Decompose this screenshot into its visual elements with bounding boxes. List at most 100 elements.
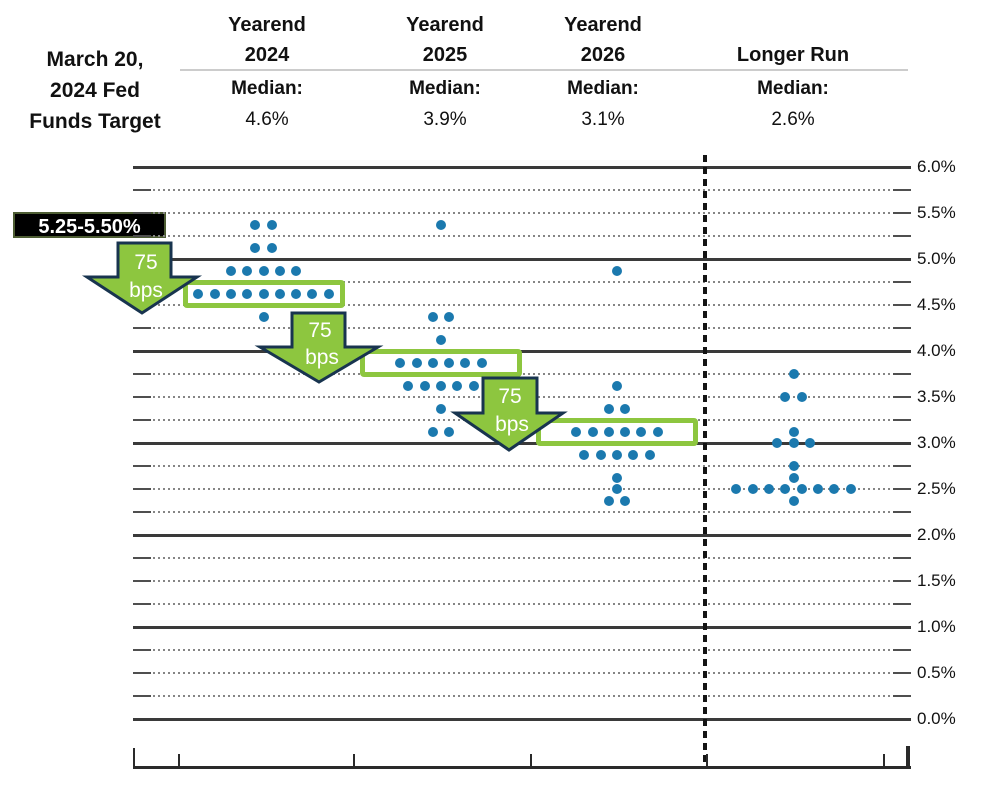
gridline-2.25	[133, 511, 911, 513]
column-header-line: Yearend	[228, 14, 306, 36]
projection-dot	[266, 242, 277, 253]
projection-dot	[258, 311, 269, 322]
y-axis-label: 5.0%	[917, 249, 956, 268]
projection-dot	[603, 403, 614, 414]
y-axis-label: 4.0%	[917, 341, 956, 360]
projection-dot	[612, 472, 622, 483]
y-axis-label: 3.5%	[917, 387, 956, 406]
projection-dot	[436, 403, 446, 414]
y-axis-label: 4.5%	[917, 295, 956, 314]
projection-dot	[788, 495, 799, 506]
projection-dot	[291, 288, 302, 299]
projection-dot	[620, 403, 631, 414]
projection-dot	[444, 311, 455, 322]
x-axis-left-corner	[133, 748, 135, 766]
y-axis-label: 2.0%	[917, 525, 956, 544]
projection-dot	[250, 242, 261, 253]
projection-dot	[579, 449, 590, 460]
column-header-line: Longer Run	[736, 44, 850, 66]
column-header-line: Yearend	[564, 14, 642, 36]
gridline-3.50	[133, 396, 911, 398]
projection-dot	[812, 484, 823, 494]
longer-run-dashed-divider	[703, 155, 707, 768]
chart-title-line2: 2024 Fed	[50, 79, 140, 102]
projection-dot	[636, 426, 647, 437]
x-axis-tick	[706, 754, 708, 766]
projection-dot	[452, 380, 463, 391]
gridline-6.00	[133, 166, 911, 169]
gridline-3.25	[133, 419, 911, 421]
gridline-4.00	[133, 350, 911, 353]
projection-dot	[274, 288, 285, 299]
y-axis-label: 5.5%	[917, 203, 956, 222]
projection-dot	[829, 484, 840, 494]
projection-dot	[427, 426, 438, 437]
projection-dot	[652, 426, 663, 437]
gridline-2.50	[133, 488, 911, 490]
chart-title-line1: March 20,	[46, 48, 144, 71]
column-header-line: Yearend	[406, 14, 484, 36]
column-header-yearend-2024: Yearend 2024	[172, 10, 362, 70]
y-axis-label: 6.0%	[917, 157, 956, 176]
x-axis-right-corner	[906, 746, 910, 766]
projection-dot	[804, 438, 815, 448]
projection-dot	[731, 484, 742, 494]
projection-dot	[242, 265, 253, 276]
gridline-5.25	[133, 235, 911, 237]
projection-dot	[612, 265, 622, 276]
projection-dot	[395, 357, 406, 368]
column-header-yearend-2025: Yearend 2025	[350, 10, 540, 70]
projection-dot	[468, 380, 479, 391]
projection-dot	[291, 265, 302, 276]
column-header-line: 2026	[580, 44, 626, 66]
projection-dot	[780, 392, 791, 402]
gridline-1.75	[133, 557, 911, 559]
projection-dot	[788, 426, 799, 437]
projection-dot	[411, 357, 422, 368]
projection-dot	[266, 219, 277, 230]
projection-dot	[427, 311, 438, 322]
median-label-2026: Median:	[567, 78, 639, 99]
gridline-5.50	[133, 212, 911, 214]
projection-dot	[788, 472, 799, 483]
median-highlight-box	[360, 348, 522, 377]
projection-dot	[788, 438, 799, 448]
projection-dot	[845, 484, 856, 494]
projection-dot	[780, 484, 791, 494]
column-header-longer-run: Longer Run	[698, 40, 888, 70]
gridline-0.75	[133, 649, 911, 651]
gridline-2.00	[133, 534, 911, 537]
projection-dot	[258, 288, 269, 299]
projection-dot	[436, 334, 446, 345]
projection-dot	[242, 288, 253, 299]
projection-dot	[444, 426, 455, 437]
projection-dot	[307, 288, 318, 299]
projection-dot	[571, 426, 582, 437]
projection-dot	[444, 357, 455, 368]
arrow-label: 75	[134, 251, 157, 274]
projection-dot	[427, 357, 438, 368]
median-label-2025: Median:	[409, 78, 481, 99]
projection-dot	[620, 426, 631, 437]
projection-dot	[620, 495, 631, 506]
projection-dot	[274, 265, 285, 276]
gridline-0.50	[133, 672, 911, 674]
arrow-label: 75	[308, 319, 331, 342]
median-value-longer-run: 2.6%	[771, 109, 815, 130]
projection-dot	[628, 449, 639, 460]
projection-dot	[193, 288, 204, 299]
y-axis-label: 0.5%	[917, 663, 956, 682]
gridline-1.25	[133, 603, 911, 605]
projection-dot	[612, 449, 622, 460]
y-axis-label: 0.0%	[917, 709, 956, 728]
projection-dot	[436, 219, 446, 230]
gridline-1.50	[133, 580, 911, 582]
chart-title-line3: Funds Target	[29, 110, 161, 133]
projection-dot	[764, 484, 775, 494]
projection-dot	[460, 357, 471, 368]
projection-dot	[603, 426, 614, 437]
column-header-line: 2024	[244, 44, 290, 66]
gridline-3.75	[133, 373, 911, 375]
y-axis-label: 2.5%	[917, 479, 956, 498]
projection-dot	[323, 288, 334, 299]
